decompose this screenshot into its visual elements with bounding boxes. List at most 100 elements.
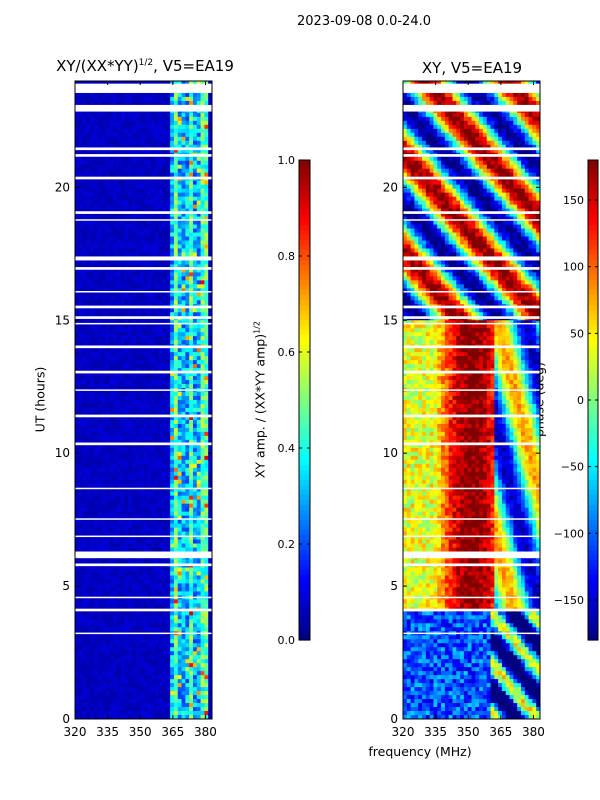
left-data-gap <box>75 267 212 270</box>
phase-colorbar-tick-label: 150 <box>563 194 584 207</box>
left-data-gap <box>75 322 212 325</box>
left-data-gap <box>75 305 212 309</box>
left-data-gap <box>75 608 212 612</box>
right-data-gap <box>403 414 540 418</box>
left-data-gap <box>75 211 212 214</box>
right-data-gap <box>403 211 540 214</box>
left-data-gap <box>75 316 212 319</box>
right-data-gap <box>403 389 540 391</box>
xlabel: frequency (MHz) <box>368 744 472 759</box>
right-data-gap <box>403 608 540 612</box>
right-data-gap <box>403 256 540 261</box>
left-xtick-label: 350 <box>129 725 152 739</box>
left-data-gap <box>75 535 212 538</box>
right-ytick-label: 10 <box>383 446 398 460</box>
left-panel-title: XY/(XX*YY)1/2, V5=EA19 <box>40 57 250 75</box>
left-title-exponent: 1/2 <box>138 58 154 68</box>
phase-colorbar-tick-label: 100 <box>563 261 584 274</box>
amp-colorbar-tick-label: 0.2 <box>278 538 296 551</box>
right-data-gap <box>403 219 540 221</box>
right-xtick-label: 335 <box>424 725 447 739</box>
left-xtick-label: 320 <box>64 725 87 739</box>
right-data-gap <box>403 370 540 374</box>
right-ytick-label: 15 <box>383 313 398 327</box>
left-data-gap <box>75 551 212 559</box>
amp-colorbar-frame <box>298 159 311 641</box>
left-data-gap <box>75 632 212 635</box>
left-xtick-label: 365 <box>161 725 184 739</box>
right-ytick-label: 20 <box>383 180 398 194</box>
left-data-gap <box>75 442 212 446</box>
right-data-gap <box>403 518 540 520</box>
right-xtick-label: 320 <box>392 725 415 739</box>
right-data-gap <box>403 563 540 567</box>
right-data-gap <box>403 291 540 293</box>
left-data-gap <box>75 291 212 293</box>
phase-colorbar-tick-label: −100 <box>554 527 584 540</box>
right-xtick-label: 380 <box>522 725 545 739</box>
right-panel-title: XY, V5=EA19 <box>421 59 523 77</box>
amp-colorbar <box>299 160 310 641</box>
left-data-gap <box>75 154 212 157</box>
amp-colorbar-tick-label: 0.6 <box>278 346 296 359</box>
right-data-gap <box>403 154 540 157</box>
left-data-gap <box>75 345 212 349</box>
phase-colorbar-tick-label: 0 <box>577 394 584 407</box>
right-ytick-label: 5 <box>390 579 398 593</box>
right-data-gap <box>403 267 540 270</box>
phase-colorbar-tick-label: −150 <box>554 594 584 607</box>
right-ytick-label: 0 <box>390 712 398 726</box>
left-ytick-label: 5 <box>62 579 70 593</box>
left-xtick-label: 380 <box>194 725 217 739</box>
right-data-gap <box>403 551 540 559</box>
left-xtick-label: 335 <box>96 725 119 739</box>
right-data-gap <box>403 316 540 319</box>
left-plot-frame <box>74 80 213 720</box>
left-data-gap <box>75 219 212 221</box>
right-data-gap <box>403 632 540 635</box>
right-xtick-label: 350 <box>457 725 480 739</box>
left-data-gap <box>75 487 212 490</box>
left-ytick-label: 15 <box>55 313 70 327</box>
right-heatmap <box>403 81 541 720</box>
left-data-gap <box>75 83 212 93</box>
right-data-gap <box>403 176 540 180</box>
right-data-gap <box>403 104 540 112</box>
right-xtick-label: 365 <box>489 725 512 739</box>
right-data-gap <box>403 596 540 599</box>
left-ytick-label: 10 <box>55 446 70 460</box>
left-data-gap <box>75 104 212 112</box>
phase-colorbar-tick-label: −50 <box>561 461 584 474</box>
right-data-gap <box>403 322 540 325</box>
right-data-gap <box>403 83 540 93</box>
right-data-gap <box>403 305 540 309</box>
left-data-gap <box>75 370 212 374</box>
left-data-gap <box>75 596 212 599</box>
left-data-gap <box>75 563 212 567</box>
left-title-text: XY/(XX*YY) <box>56 57 139 75</box>
left-title-suffix: , V5=EA19 <box>153 57 234 75</box>
left-data-gap <box>75 518 212 520</box>
right-data-gap <box>403 147 540 151</box>
right-data-gap <box>403 535 540 538</box>
left-data-gap <box>75 176 212 180</box>
right-plot-frame <box>402 80 541 720</box>
amp-colorbar-tick-label: 0.8 <box>278 250 296 263</box>
left-data-gap <box>75 389 212 391</box>
figure-suptitle: 2023-09-08 0.0-24.0 <box>297 14 431 29</box>
phase-colorbar <box>588 160 598 641</box>
left-heatmap <box>75 81 213 720</box>
left-data-gap <box>75 256 212 261</box>
left-data-gap <box>75 147 212 151</box>
left-ytick-label: 20 <box>55 180 70 194</box>
amp-colorbar-tick-label: 0.4 <box>278 442 296 455</box>
amp-colorbar-tick-label: 1.0 <box>278 154 296 167</box>
right-data-gap <box>403 487 540 490</box>
right-data-gap <box>403 442 540 446</box>
phase-colorbar-tick-label: 50 <box>570 327 584 340</box>
left-data-gap <box>75 414 212 418</box>
left-ytick-label: 0 <box>62 712 70 726</box>
amp-colorbar-tick-label: 0.0 <box>278 634 296 647</box>
right-data-gap <box>403 345 540 349</box>
